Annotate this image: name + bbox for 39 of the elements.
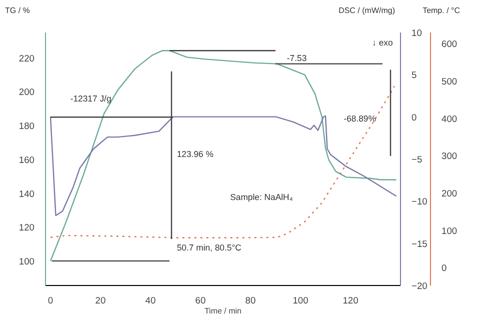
x-tick-label: 40 (145, 296, 156, 306)
x-tick-label: 80 (245, 296, 256, 306)
y2-tick-label: −10 (412, 196, 428, 207)
annotation: -68.89% (344, 114, 376, 124)
y3-tick-label: 400 (442, 114, 458, 124)
y3-tick-label: 100 (442, 226, 458, 236)
y-tick-label: 200 (18, 87, 35, 98)
x-tick-label: 0 (48, 296, 54, 306)
y-tick-label: 160 (18, 154, 35, 165)
y2-tick-label: 0 (412, 112, 417, 122)
y2-axis-title: DSC / (mW/mg) (338, 5, 395, 16)
y3-tick-label: 200 (442, 188, 458, 198)
annotation: 123.96 % (176, 148, 214, 159)
annotation: Sample: NaAlH₄ (230, 192, 294, 202)
annotation: ↓ exo (372, 38, 393, 48)
y2-tick-label: −20 (412, 281, 428, 291)
y2-tick-label: −5 (412, 154, 422, 164)
y3-tick-label: 600 (442, 39, 458, 50)
y3-tick-label: 500 (442, 76, 458, 87)
x-axis-title: Time / min (204, 306, 242, 316)
y2-tick-label: 10 (412, 28, 422, 38)
y3-tick-label: 300 (442, 151, 458, 162)
y-axis-title: TG / % (5, 5, 30, 16)
y-tick-label: 180 (18, 121, 35, 132)
x-tick-label: 60 (195, 296, 206, 306)
annotation: -7.53 (286, 52, 307, 63)
y3-tick-label: 0 (442, 263, 447, 274)
y-tick-label: 140 (18, 188, 35, 199)
x-tick-label: 100 (292, 296, 308, 306)
y3-axis-title: Temp. / °C (422, 5, 460, 16)
y-tick-label: 220 (18, 53, 35, 64)
x-tick-label: 120 (342, 296, 358, 306)
y-tick-label: 100 (18, 256, 35, 266)
annotation: -12317 J/g (70, 93, 112, 104)
y2-tick-label: 5 (412, 70, 417, 80)
y-tick-label: 120 (18, 222, 35, 233)
annotation: 50.7 min, 80.5°C (176, 242, 242, 253)
y2-tick-label: −15 (412, 238, 428, 249)
x-tick-label: 20 (95, 296, 106, 306)
